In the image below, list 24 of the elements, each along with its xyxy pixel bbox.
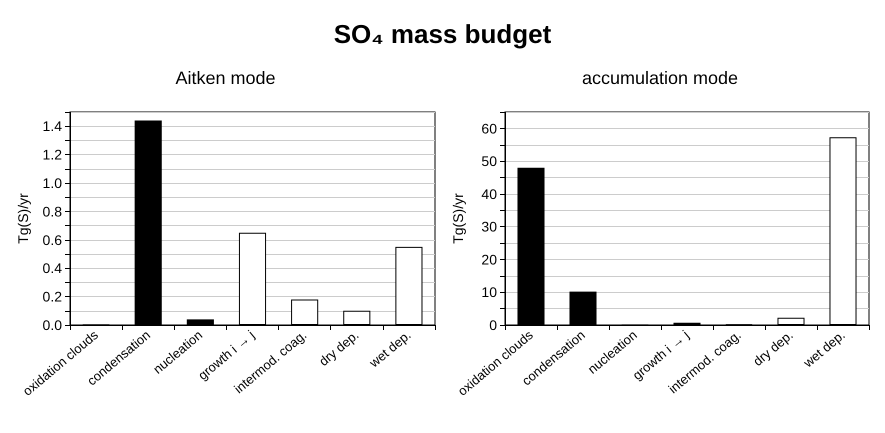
y-tick-label: 0.2 bbox=[42, 288, 62, 305]
y-tick-label: 60 bbox=[481, 120, 498, 136]
y-tick-label: 50 bbox=[481, 153, 498, 170]
y-tick-label: 40 bbox=[481, 186, 498, 202]
x-tick-label: wet dep. bbox=[366, 327, 414, 371]
y-tick-label: 0.4 bbox=[42, 260, 62, 276]
y-axis-title: Tg(S)/yr bbox=[450, 192, 466, 244]
y-tick-label: 0.0 bbox=[42, 317, 62, 333]
x-tick-label: dry dep. bbox=[316, 327, 362, 369]
y-axis-title: Tg(S)/yr bbox=[15, 192, 31, 244]
chart-title: SO₄ mass budget bbox=[334, 19, 552, 49]
x-tick-label: wet dep. bbox=[800, 327, 848, 371]
y-tick-label: 0.8 bbox=[42, 203, 62, 220]
chart-subtitle: Aitken mode bbox=[175, 68, 276, 88]
y-tick-label: 30 bbox=[481, 218, 498, 235]
y-tick-label: 20 bbox=[481, 251, 498, 268]
y-tick-label: 10 bbox=[481, 284, 498, 300]
x-tick-label: dry dep. bbox=[750, 327, 796, 369]
y-tick-label: 0 bbox=[489, 317, 498, 333]
y-tick-label: 1.0 bbox=[42, 175, 62, 191]
y-tick-label: 0.6 bbox=[42, 232, 62, 248]
chart-subtitle: accumulation mode bbox=[582, 68, 738, 88]
y-tick-label: 1.2 bbox=[42, 146, 62, 163]
y-tick-label: 1.4 bbox=[42, 118, 62, 134]
